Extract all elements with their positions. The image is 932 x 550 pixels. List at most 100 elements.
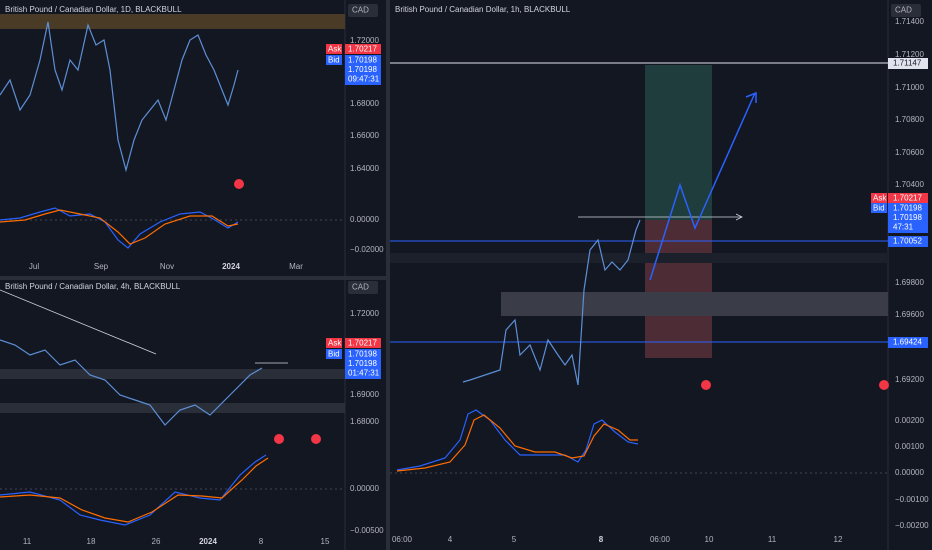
price-label: 1.71200 — [895, 50, 924, 59]
time-label: 12 — [834, 535, 843, 544]
price-label: 0.00000 — [895, 468, 924, 477]
level-label: 1.71147 — [893, 59, 922, 68]
time-label: 8 — [259, 537, 264, 546]
event-icon[interactable] — [234, 179, 244, 189]
zone — [0, 403, 345, 413]
time-label: Sep — [94, 262, 109, 271]
price-label: 1.72000 — [350, 36, 379, 45]
zone — [0, 369, 345, 379]
signal-line — [396, 414, 638, 472]
price-line — [0, 21, 239, 173]
ask-badge — [345, 338, 381, 348]
last-badge — [345, 359, 381, 379]
signal-line — [0, 457, 269, 523]
price-label: 1.72000 — [350, 309, 379, 318]
price-label: 0.00000 — [350, 215, 379, 224]
price-label: 1.68000 — [350, 417, 379, 426]
ask-label: Ask — [328, 339, 342, 348]
time-label: 18 — [87, 537, 96, 546]
zone — [390, 253, 888, 263]
price-label: 1.68000 — [350, 99, 379, 108]
level-badge — [888, 337, 928, 348]
price-label: 0.00100 — [895, 442, 924, 451]
currency[interactable]: CAD — [352, 6, 369, 15]
level-badge — [888, 58, 928, 69]
price-label: 1.70400 — [895, 180, 924, 189]
price-label: 0.00000 — [350, 484, 379, 493]
time-label: 10 — [705, 535, 714, 544]
currency-button[interactable] — [891, 4, 921, 17]
ask-label: Ask — [873, 194, 887, 203]
time-label: Mar — [289, 262, 303, 271]
bid-label: Bid — [873, 204, 885, 213]
level-badge — [888, 236, 928, 247]
countdown: 09:47:31 — [348, 75, 380, 84]
bid-badge — [345, 349, 381, 359]
signal-line — [0, 209, 239, 245]
event-icon[interactable] — [879, 380, 889, 390]
forecast-path — [649, 92, 756, 281]
arrow-head — [745, 91, 757, 103]
currency[interactable]: CAD — [895, 6, 912, 15]
pane-divider[interactable] — [0, 276, 386, 280]
pane-title: British Pound / Canadian Dollar, 4h, BLA… — [5, 282, 181, 291]
macd-line — [0, 454, 267, 526]
pane-4h: British Pound / Canadian Dollar, 4h, BLA… — [0, 281, 384, 546]
time-label: 11 — [768, 535, 777, 544]
countdown: 47:31 — [893, 223, 914, 232]
bid-label: Bid — [328, 56, 340, 65]
time-label: 06:00 — [392, 535, 413, 544]
last-price: 1.70198 — [348, 359, 377, 368]
currency[interactable]: CAD — [352, 283, 369, 292]
level-label: 1.69424 — [893, 338, 922, 347]
trend-line — [0, 289, 157, 355]
profit-zone — [645, 65, 712, 220]
zone — [501, 292, 888, 316]
bid-tag — [871, 203, 887, 213]
last-price: 1.70198 — [893, 213, 922, 222]
ask-label: Ask — [328, 45, 342, 54]
price-label: 1.71400 — [895, 17, 924, 26]
time-label: Nov — [160, 262, 174, 271]
price-line — [0, 339, 263, 426]
bid-label: Bid — [328, 350, 340, 359]
time-label: 5 — [512, 535, 517, 544]
ask-tag — [326, 44, 342, 54]
time-label: 4 — [448, 535, 453, 544]
price-label: −0.00500 — [350, 526, 384, 535]
event-icon[interactable] — [701, 380, 711, 390]
pane-divider[interactable] — [386, 0, 390, 550]
currency-button[interactable] — [348, 4, 378, 17]
macd-line — [396, 409, 639, 471]
arrow-head — [735, 213, 743, 221]
price-label: 1.70800 — [895, 115, 924, 124]
ask-price: 1.70217 — [348, 45, 377, 54]
price-label: 1.70600 — [895, 148, 924, 157]
ask-price: 1.70217 — [893, 194, 922, 203]
time-label: 15 — [321, 537, 330, 546]
price-label: −0.02000 — [350, 245, 384, 254]
last-badge — [888, 213, 928, 233]
price-label: −0.00200 — [895, 521, 929, 530]
ask-tag — [326, 338, 342, 348]
event-icon[interactable] — [274, 434, 284, 444]
price-label: 1.69000 — [350, 390, 379, 399]
time-label: 11 — [23, 537, 32, 546]
pane-title: British Pound / Canadian Dollar, 1h, BLA… — [395, 5, 571, 14]
event-icon[interactable] — [311, 434, 321, 444]
zone — [0, 14, 345, 29]
price-label: 1.64000 — [350, 164, 379, 173]
bid-price: 1.70198 — [348, 350, 377, 359]
price-label: 0.00200 — [895, 416, 924, 425]
pane-1h: British Pound / Canadian Dollar, 1h, BLA… — [390, 4, 929, 544]
time-label: 2024 — [222, 262, 240, 271]
time-label: 2024 — [199, 537, 217, 546]
countdown: 01:47:31 — [348, 369, 380, 378]
bid-badge — [888, 203, 928, 213]
time-label: 8 — [599, 535, 604, 544]
bid-tag — [326, 349, 342, 359]
price-label: 1.66000 — [350, 131, 379, 140]
currency-button[interactable] — [348, 281, 378, 294]
